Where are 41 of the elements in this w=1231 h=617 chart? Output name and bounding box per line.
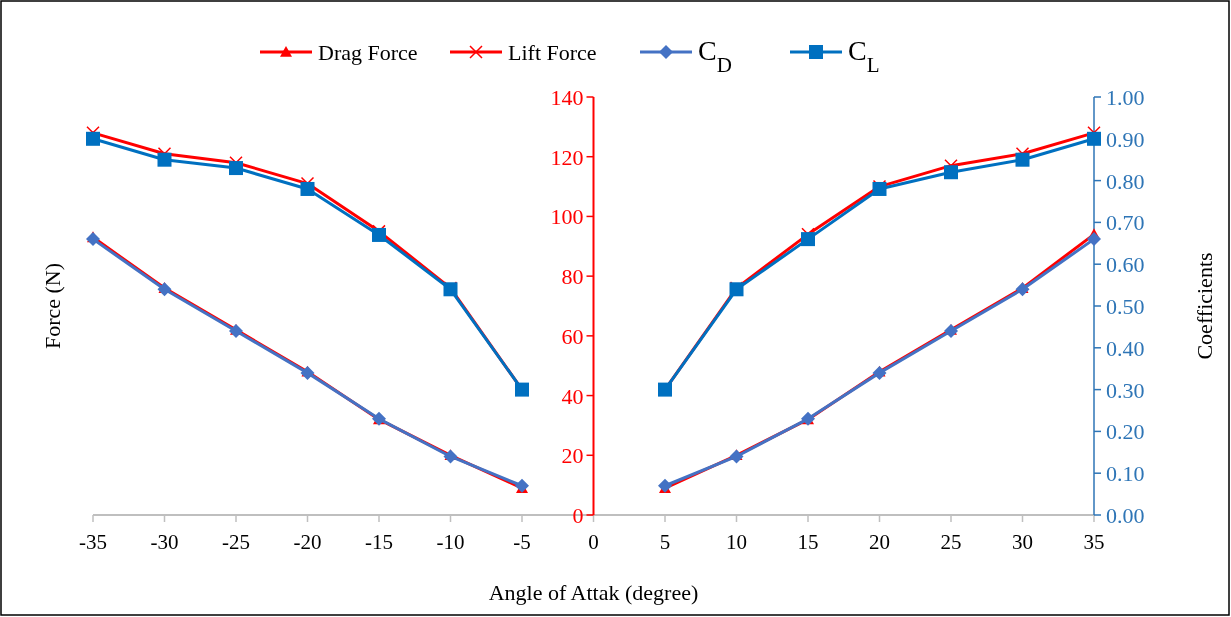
x-tick-label: -15 <box>365 530 393 554</box>
x-tick-label: -25 <box>222 530 250 554</box>
legend-label: Lift Force <box>508 40 597 65</box>
y2-tick-label: 0.80 <box>1106 168 1145 194</box>
y-tick-label: 0 <box>572 503 584 528</box>
y2-tick-label: 0.50 <box>1106 294 1145 319</box>
x-tick-label: -20 <box>293 530 322 554</box>
y2-tick-label: 0.40 <box>1106 335 1145 361</box>
y2-tick-label: 0.20 <box>1106 419 1145 445</box>
x-tick-label: -10 <box>436 530 465 554</box>
y-axis-title: Force (N) <box>40 262 65 350</box>
y-tick-label: 20 <box>561 443 584 469</box>
legend-label: C$_{L}$ <box>848 35 880 77</box>
y-tick-label: 80 <box>561 264 584 290</box>
x-tick-label: 5 <box>659 530 671 554</box>
y2-tick-label: 0.60 <box>1106 252 1145 278</box>
y-tick-label: 40 <box>561 383 584 409</box>
x-tick-label: -35 <box>79 530 107 554</box>
y2-tick-label: 0.90 <box>1106 126 1145 152</box>
x-tick-label: 30 <box>1012 530 1033 554</box>
y2-tick-label: 0.70 <box>1106 210 1145 236</box>
x-tick-label: -30 <box>150 530 179 554</box>
x-tick-label: 0 <box>588 530 599 554</box>
x-tick-label: -5 <box>513 530 531 554</box>
x-tick-label: 10 <box>726 530 747 554</box>
y-tick-label: 100 <box>550 204 584 230</box>
x-tick-label: 25 <box>940 530 962 554</box>
legend-label: C$_{D}$ <box>698 35 732 77</box>
y2-axis-title: Coefficients <box>1192 252 1217 360</box>
y2-tick-label: 0.00 <box>1106 503 1145 528</box>
x-tick-label: 15 <box>797 530 819 554</box>
x-tick-label: 20 <box>869 530 890 554</box>
y-tick-label: 120 <box>550 144 584 170</box>
legend-label: Drag Force <box>318 40 418 65</box>
y-tick-label: 140 <box>550 85 584 110</box>
y-tick-label: 60 <box>561 323 584 349</box>
x-axis-title: Angle of Attak (degree) <box>488 580 699 605</box>
y2-tick-label: 0.30 <box>1106 377 1145 403</box>
y2-tick-label: 0.10 <box>1106 461 1145 487</box>
y2-tick-label: 1.00 <box>1106 85 1145 110</box>
x-tick-label: 35 <box>1083 530 1105 554</box>
